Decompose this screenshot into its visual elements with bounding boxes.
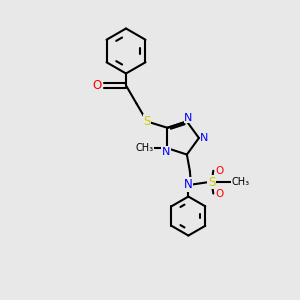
Text: N: N (162, 147, 170, 157)
Text: N: N (184, 113, 193, 123)
Text: CH₃: CH₃ (231, 177, 249, 187)
Text: N: N (200, 133, 208, 143)
Text: N: N (184, 178, 193, 191)
Text: CH₃: CH₃ (135, 143, 153, 153)
Text: S: S (208, 176, 215, 189)
Text: O: O (216, 166, 224, 176)
Text: O: O (216, 188, 224, 199)
Text: S: S (143, 115, 151, 128)
Text: O: O (92, 79, 101, 92)
